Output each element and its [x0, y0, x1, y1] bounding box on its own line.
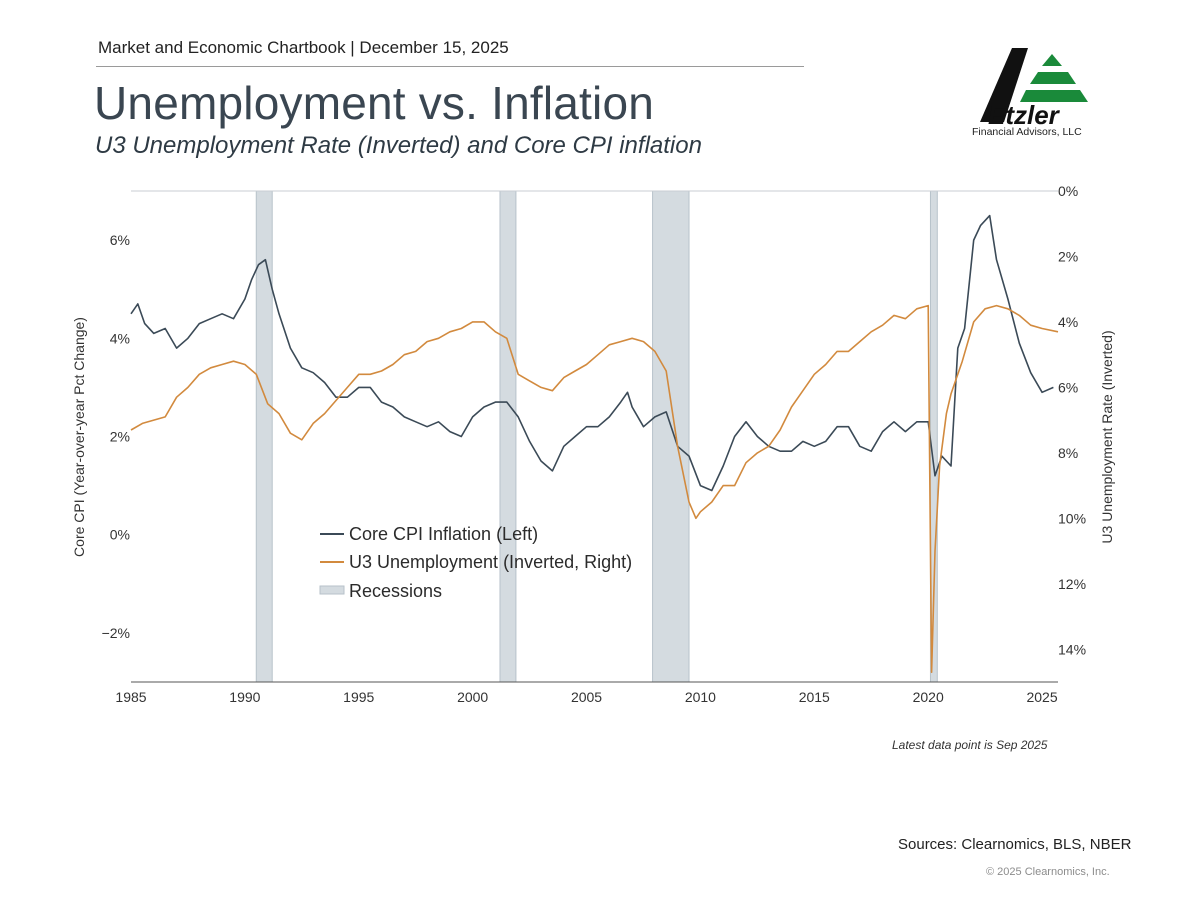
recession-bands [255, 190, 938, 683]
right-tick-label: 2% [1058, 248, 1078, 264]
right-tick-label: 4% [1058, 314, 1078, 330]
page-title: Unemployment vs. Inflation [94, 77, 655, 129]
x-tick-label: 2020 [913, 689, 944, 705]
x-tick-label: 2025 [1026, 689, 1057, 705]
x-axis-ticks: 1985 1990 1995 2000 2005 2010 2015 2020 2025 [115, 689, 1057, 705]
left-axis-ticks: −2% 0% 2% 4% 6% [102, 232, 130, 641]
logo-wordmark: Etzler [988, 100, 1061, 130]
recession-band-1 [255, 190, 273, 683]
header-divider [96, 66, 804, 67]
logo-green-top [1042, 54, 1062, 66]
left-axis-label: Core CPI (Year-over-year Pct Change) [71, 317, 87, 557]
series-lines [130, 214, 1059, 674]
right-tick-label: 14% [1058, 641, 1086, 657]
right-axis-label: U3 Unemployment Rate (Inverted) [1099, 330, 1115, 543]
logo-black-slash [980, 48, 1028, 122]
sources-note: Sources: Clearnomics, BLS, NBER [898, 836, 1132, 853]
left-tick-label: 4% [110, 330, 130, 346]
x-tick-label: 1985 [115, 689, 146, 705]
right-tick-label: 0% [1058, 183, 1078, 199]
right-tick-label: 12% [1058, 576, 1086, 592]
etzler-logo: Etzler [980, 48, 1088, 130]
left-tick-label: −2% [102, 625, 130, 641]
right-tick-label: 8% [1058, 445, 1078, 461]
right-tick-label: 10% [1058, 510, 1086, 526]
right-tick-label: 6% [1058, 379, 1078, 395]
legend-label-unemployment: U3 Unemployment (Inverted, Right) [349, 552, 632, 572]
recession-band-2 [499, 190, 517, 683]
left-tick-label: 0% [110, 527, 130, 543]
left-tick-label: 2% [110, 429, 130, 445]
legend-swatch-recessions [319, 585, 345, 595]
x-tick-label: 2000 [457, 689, 488, 705]
x-tick-label: 1995 [343, 689, 374, 705]
unemployment-line [130, 304, 1059, 674]
logo-green-bottom [1020, 90, 1088, 102]
copyright-note: © 2025 Clearnomics, Inc. [986, 866, 1110, 878]
recession-band-3 [652, 190, 690, 683]
core-cpi-line [130, 214, 1054, 492]
legend: Core CPI Inflation (Left) U3 Unemploymen… [319, 524, 632, 601]
legend-label-recessions: Recessions [349, 581, 442, 601]
x-tick-label: 2010 [685, 689, 716, 705]
chartbook-header: Market and Economic Chartbook | December… [98, 38, 509, 57]
left-tick-label: 6% [110, 232, 130, 248]
x-tick-label: 2005 [571, 689, 602, 705]
recession-band-4 [929, 190, 938, 683]
legend-label-cpi: Core CPI Inflation (Left) [349, 524, 538, 544]
page-subtitle: U3 Unemployment Rate (Inverted) and Core… [95, 132, 702, 159]
logo-green-mid [1030, 72, 1076, 84]
logo-tagline: Financial Advisors, LLC [972, 126, 1082, 138]
right-axis-ticks: 0% 2% 4% 6% 8% 10% 12% 14% [1058, 183, 1086, 657]
x-tick-label: 2015 [799, 689, 830, 705]
latest-data-note: Latest data point is Sep 2025 [892, 738, 1048, 752]
x-tick-label: 1990 [229, 689, 260, 705]
